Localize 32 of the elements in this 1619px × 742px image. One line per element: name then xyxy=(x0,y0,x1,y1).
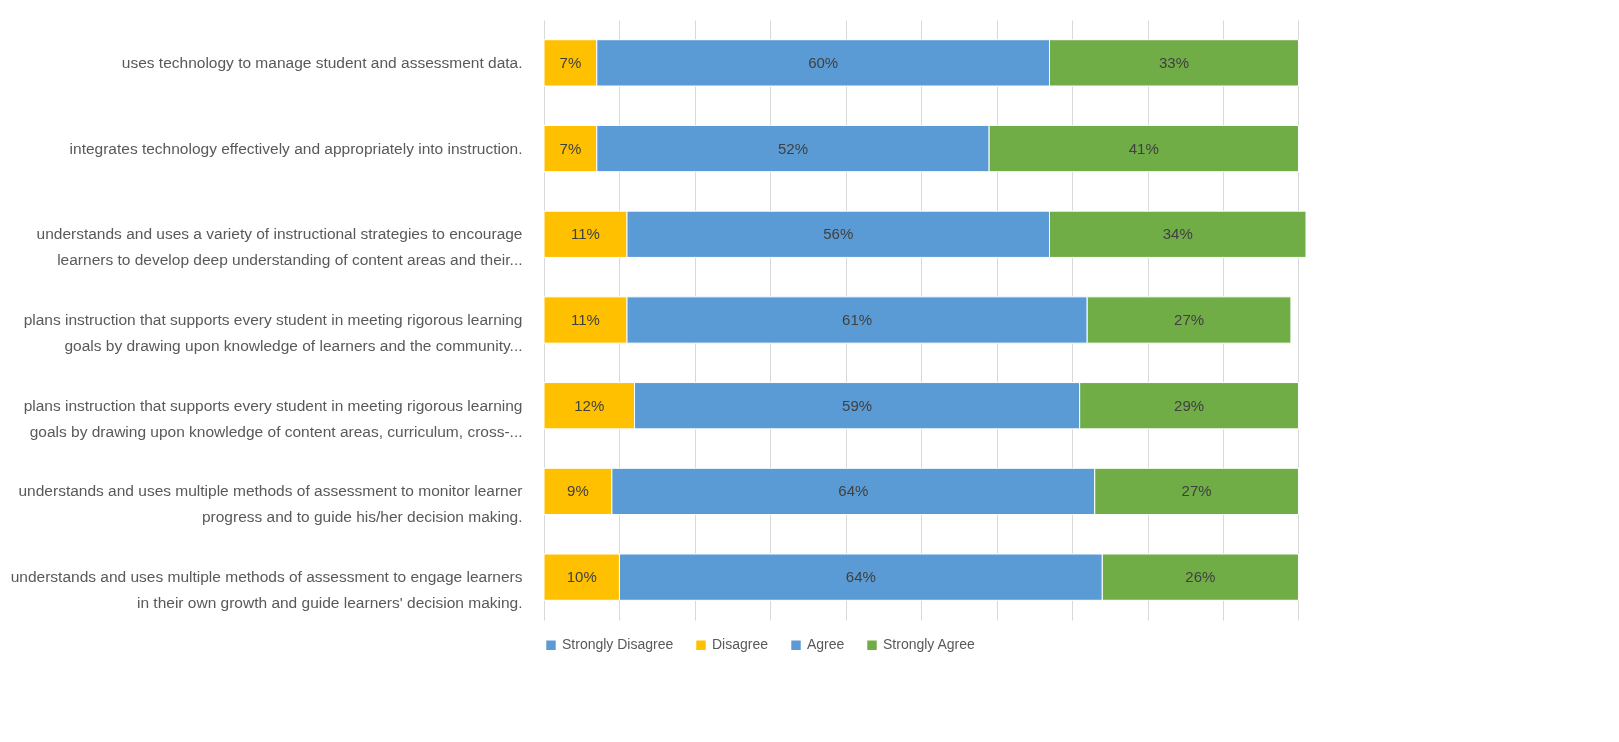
data-label: 7% xyxy=(559,139,582,157)
data-label: 59% xyxy=(842,396,873,414)
data-label: 33% xyxy=(1158,53,1189,71)
data-label: 64% xyxy=(838,482,869,500)
data-label: 12% xyxy=(574,396,605,414)
data-label: 26% xyxy=(1185,568,1216,586)
y-tick-label: uses technology to manage student and assessment data. xyxy=(121,53,523,71)
data-label: 27% xyxy=(1174,311,1205,328)
legend-label: Strongly Disagree xyxy=(562,636,674,653)
data-label: 60% xyxy=(808,53,839,71)
data-label: 41% xyxy=(1128,139,1159,157)
y-tick-label: understands and uses multiple methods of assessment to engage learners in their own growth and guide learners' decision making. xyxy=(10,568,523,612)
data-label: 9% xyxy=(567,482,589,500)
data-label: 11% xyxy=(571,311,600,328)
data-label: 29% xyxy=(1174,396,1205,414)
data-label: 34% xyxy=(1162,225,1193,243)
y-tick-label: understands and uses multiple methods of assessment to monitor learner progress and to guide his/her decision making. xyxy=(18,482,523,526)
legend-label: Agree xyxy=(807,636,845,653)
data-label: 52% xyxy=(777,139,808,157)
legend-label: Disagree xyxy=(712,636,769,653)
data-label: 7% xyxy=(559,53,582,71)
y-tick-label: integrates technology effectively and appropriately into instruction. xyxy=(69,139,523,157)
data-label: 56% xyxy=(823,225,854,243)
y-tick-label: plans instruction that supports every student in meeting rigorous learning goals by drawing upon knowledge of learners and the community... xyxy=(23,311,523,354)
y-tick-label: understands and uses a variety of instructional strategies to encourage learners to develop deep understanding of content areas and their... xyxy=(36,225,523,269)
legend-label: Strongly Agree xyxy=(883,636,976,653)
y-tick-label: plans instruction that supports every student in meeting rigorous learning goals by drawing upon knowledge of content areas, curriculum, cross-... xyxy=(23,396,523,440)
data-label: 10% xyxy=(566,568,597,586)
data-label: 27% xyxy=(1181,482,1212,500)
data-label: 61% xyxy=(842,311,873,328)
data-label: 64% xyxy=(845,568,876,586)
data-label: 11% xyxy=(571,225,600,243)
